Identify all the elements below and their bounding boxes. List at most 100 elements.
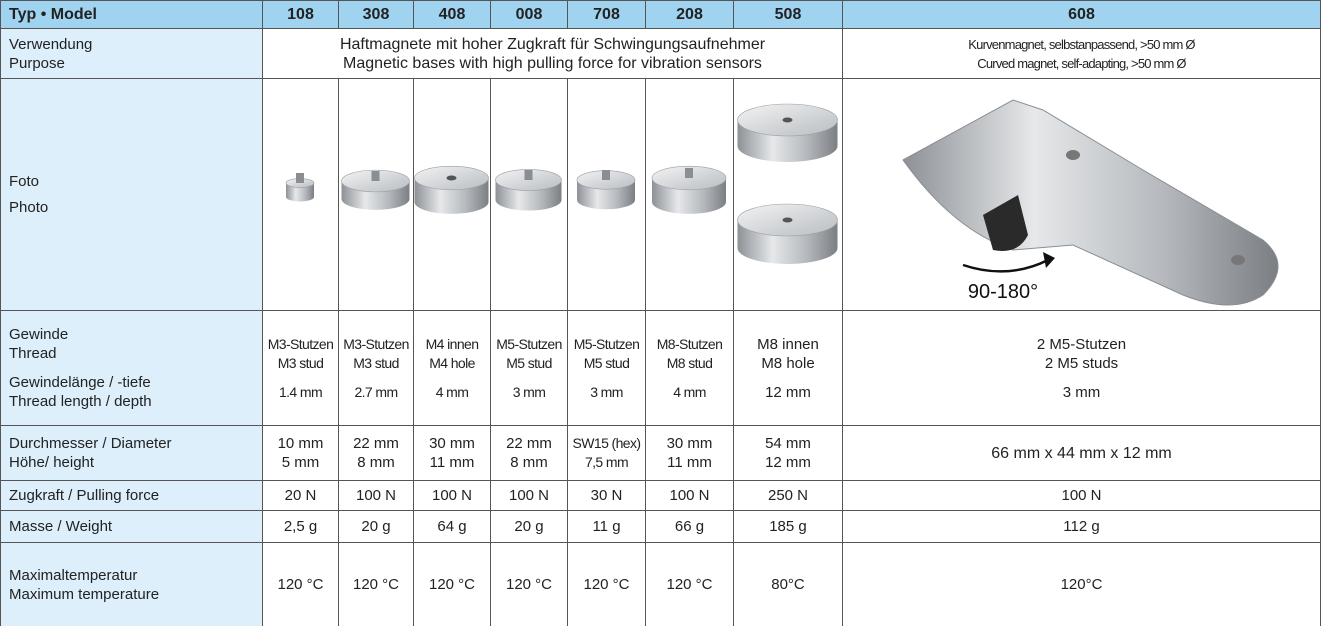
row-label: Maximaltemperatur Maximum temperature bbox=[0, 542, 263, 626]
text-line: Maximaltemperatur bbox=[9, 566, 138, 584]
hole bbox=[782, 117, 793, 122]
purpose-cell: Haftmagnete mit hoher Zugkraft für Schwi… bbox=[262, 28, 843, 79]
dimension-cell: 30 mm 11 mm bbox=[645, 425, 734, 481]
text-line: M5-Stutzen bbox=[496, 335, 562, 352]
header-cell: Typ • Model bbox=[0, 0, 263, 29]
header-cell: 008 bbox=[490, 0, 568, 29]
text-line: 4 mm bbox=[673, 383, 706, 400]
spacer bbox=[415, 373, 490, 383]
text-line: Curved magnet, self-adapting, >50 mm Ø bbox=[977, 55, 1186, 71]
force-cell: 100 N bbox=[413, 480, 491, 511]
spacer bbox=[569, 373, 645, 383]
text-line: M3 stud bbox=[277, 354, 324, 371]
photo-cell bbox=[567, 78, 646, 311]
text-line: 30 mm bbox=[429, 435, 475, 452]
text-line: Photo bbox=[9, 198, 49, 216]
text-line: 5 mm bbox=[281, 454, 320, 471]
thread-cell: M5-Stutzen M5 stud 3 mm bbox=[490, 310, 568, 426]
spacer bbox=[9, 363, 262, 373]
spacer bbox=[264, 373, 338, 383]
text-line: Magnetic bases with high pulling force f… bbox=[343, 54, 762, 72]
weight-cell: 11 g bbox=[567, 510, 646, 543]
text-line: Durchmesser / Diameter bbox=[9, 435, 172, 452]
photo: 90-180° bbox=[902, 98, 1279, 305]
stud bbox=[602, 169, 610, 180]
text-line: 4 mm bbox=[435, 383, 469, 400]
text-line: 2.7 mm bbox=[354, 383, 398, 400]
text-line: Kurvenmagnet, selbstanpassend, >50 mm Ø bbox=[968, 36, 1195, 52]
photo bbox=[285, 172, 315, 201]
weight-cell: 2,5 g bbox=[262, 510, 339, 543]
stud bbox=[1066, 149, 1080, 160]
force-cell: 100 N bbox=[338, 480, 414, 511]
thread-cell: 2 M5-Stutzen 2 M5 studs 3 mm bbox=[842, 310, 1321, 426]
header-cell: 508 bbox=[733, 0, 843, 29]
photo bbox=[576, 169, 636, 209]
table-row: Verwendung Purpose Haftmagnete mit hoher Z… bbox=[0, 28, 1321, 79]
text-line: Zugkraft / Pulling force bbox=[9, 487, 160, 504]
text-line: SW15 (hex) bbox=[572, 435, 642, 451]
text-line: 3 mm bbox=[512, 383, 546, 400]
stud bbox=[685, 167, 693, 178]
table-row: Zugkraft / Pulling force 20 N 100 N 100 N 10… bbox=[0, 480, 1321, 511]
photo bbox=[737, 103, 838, 264]
text-line: 11 mm bbox=[429, 454, 475, 471]
text-line: M3 stud bbox=[353, 354, 399, 371]
text-line: 12 mm bbox=[765, 454, 811, 471]
row-label: Verwendung Purpose bbox=[0, 28, 263, 79]
text-line: 54 mm bbox=[765, 435, 811, 452]
weight-cell: 20 g bbox=[338, 510, 414, 543]
stud bbox=[371, 170, 380, 181]
photo-cell bbox=[645, 78, 734, 311]
text-line: 7,5 mm bbox=[584, 454, 629, 470]
table-row: Typ • Model 108 308 408 008 708 208 508 608 bbox=[0, 0, 1321, 29]
text-line: Thread bbox=[9, 345, 57, 362]
stud bbox=[524, 169, 533, 180]
spacer bbox=[844, 373, 1320, 383]
text-line: Maximum temperature bbox=[9, 585, 160, 603]
text-line: 1.4 mm bbox=[278, 383, 323, 400]
text-line: Höhe/ height bbox=[9, 454, 95, 471]
text-line: Gewinde bbox=[9, 326, 69, 343]
text-line: 30 mm bbox=[666, 435, 713, 452]
text-line: 3 mm bbox=[1062, 383, 1101, 401]
max-temp-cell: 120 °C bbox=[413, 542, 491, 626]
header-cell: 608 bbox=[842, 0, 1321, 29]
weight-cell: 185 g bbox=[733, 510, 843, 543]
text-line: M8 hole bbox=[761, 354, 815, 372]
dimension-cell: SW15 (hex) 7,5 mm bbox=[567, 425, 646, 481]
table-row: Maximaltemperatur Maximum temperature 120 … bbox=[0, 542, 1321, 626]
photo bbox=[414, 165, 489, 214]
dimension-cell: 54 mm 12 mm bbox=[733, 425, 843, 481]
text-line: Thread length / depth bbox=[9, 393, 152, 410]
max-temp-cell: 120 °C bbox=[490, 542, 568, 626]
header-cell: 208 bbox=[645, 0, 734, 29]
text-line: M3-Stutzen bbox=[267, 335, 334, 352]
text-line: M4 innen bbox=[425, 335, 479, 352]
row-label: Masse / Weight bbox=[0, 510, 263, 543]
thread-cell: M8 innen M8 hole 12 mm bbox=[733, 310, 843, 426]
weight-cell: 64 g bbox=[413, 510, 491, 543]
header-cell: 308 bbox=[338, 0, 414, 29]
text-line: 22 mm bbox=[353, 435, 399, 452]
thread-cell: M8-Stutzen M8 stud 4 mm bbox=[645, 310, 734, 426]
table-row: Foto Photo 90-180° bbox=[0, 78, 1321, 311]
text-line: M8-Stutzen bbox=[656, 335, 723, 352]
row-label: Zugkraft / Pulling force bbox=[0, 480, 263, 511]
purpose-cell: Kurvenmagnet, selbstanpassend, >50 mm Ø C… bbox=[842, 28, 1321, 79]
text-line: 12 mm bbox=[765, 383, 811, 401]
photo-cell: 90-180° bbox=[842, 78, 1321, 311]
table-row: Durchmesser / Diameter Höhe/ height 10 mm 5… bbox=[0, 425, 1321, 481]
rotation-arrow bbox=[962, 258, 1049, 273]
dimension-cell: 30 mm 11 mm bbox=[413, 425, 491, 481]
text-line: 3 mm bbox=[590, 383, 623, 400]
weight-cell: 112 g bbox=[842, 510, 1321, 543]
text-line: Haftmagnete mit hoher Zugkraft für Schwi… bbox=[339, 35, 766, 53]
magnet-side bbox=[286, 182, 314, 201]
text-line: Foto bbox=[9, 172, 40, 190]
max-temp-cell: 120°C bbox=[842, 542, 1321, 626]
text-line: M4 hole bbox=[429, 354, 475, 371]
photo-cell bbox=[413, 78, 491, 311]
